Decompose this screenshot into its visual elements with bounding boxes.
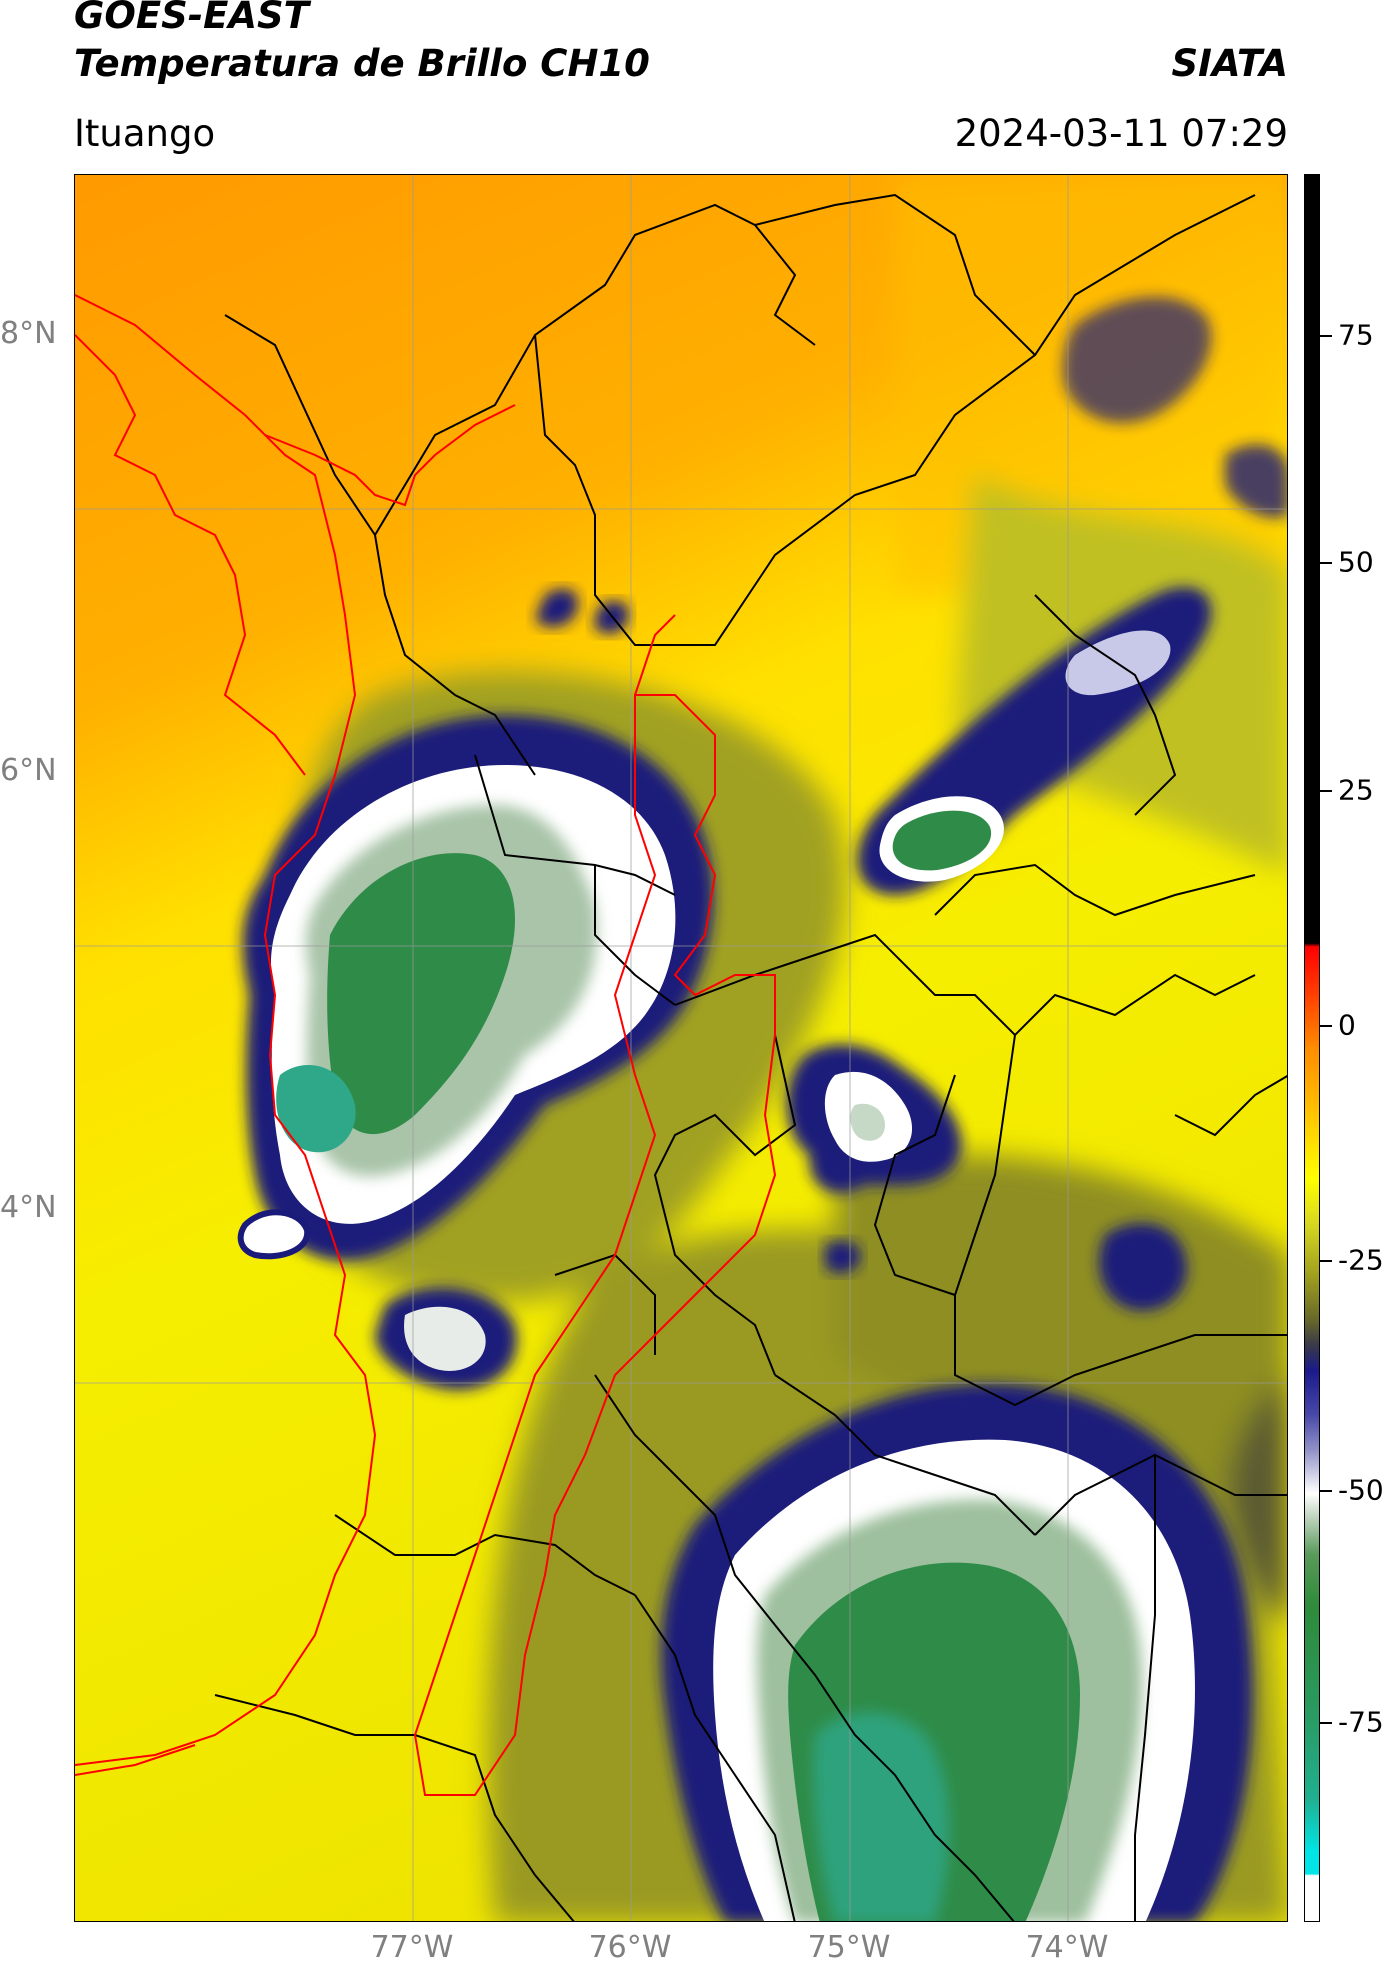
satellite-map[interactable] (74, 174, 1288, 1922)
department-boundaries (214, 193, 1287, 1921)
convective-cloud-central (786, 1044, 1187, 1311)
colorbar-label-minus25: -25 (1338, 1243, 1384, 1277)
colorbar-tick (1320, 1260, 1332, 1262)
timestamp-label: 2024-03-11 07:29 (954, 112, 1288, 155)
colorbar-label-75: 75 (1338, 318, 1374, 352)
graticule (75, 175, 1287, 1921)
colorbar-tick (1320, 1025, 1332, 1027)
lat-label-6n: 6°N (0, 753, 57, 788)
title-satellite: GOES-EAST (74, 0, 309, 37)
colorbar-label-minus75: -75 (1338, 1705, 1384, 1739)
colorbar-tick (1320, 562, 1332, 564)
colorbar-tick (1320, 1490, 1332, 1492)
colorbar-label-50: 50 (1338, 545, 1374, 579)
colorbar-tick (1320, 790, 1332, 792)
lat-label-4n: 4°N (0, 1190, 57, 1225)
lat-label-8n: 8°N (0, 316, 57, 351)
map-canvas (75, 175, 1287, 1921)
convective-cloud-south (661, 1384, 1253, 1921)
coastline-and-limits (75, 294, 777, 1796)
region-label: Ituango (74, 112, 216, 155)
colorbar-tick (1320, 335, 1332, 337)
colorbar-tick (1320, 1722, 1332, 1724)
lon-label-75w: 75°W (807, 1930, 891, 1965)
colorbar (1304, 174, 1320, 1922)
colorbar-label-0: 0 (1338, 1008, 1356, 1042)
convective-cloud-west (237, 588, 714, 1390)
lon-label-77w: 77°W (370, 1930, 454, 1965)
lon-label-76w: 76°W (588, 1930, 672, 1965)
colorbar-label-25: 25 (1338, 773, 1374, 807)
colorbar-label-minus50: -50 (1338, 1473, 1384, 1507)
convective-cloud-north-east (857, 296, 1287, 895)
organization-label: SIATA (1171, 42, 1288, 85)
lon-label-74w: 74°W (1025, 1930, 1109, 1965)
title-product: Temperatura de Brillo CH10 (74, 42, 650, 85)
